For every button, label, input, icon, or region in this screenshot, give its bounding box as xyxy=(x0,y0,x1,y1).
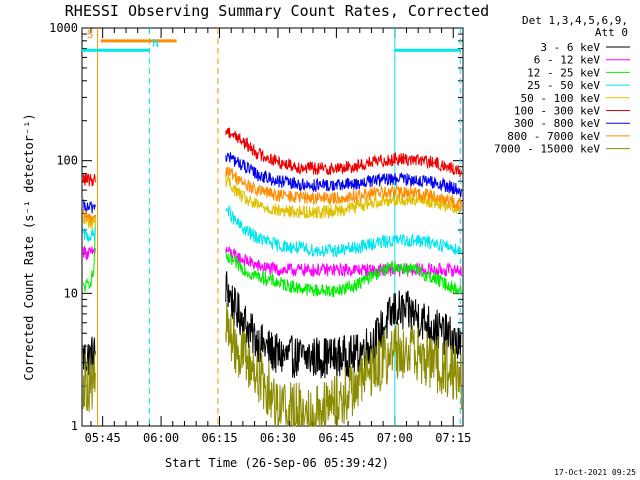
chart-title: RHESSI Observing Summary Count Rates, Co… xyxy=(65,2,489,20)
x-tick-label: 06:30 xyxy=(260,431,296,445)
x-tick-label: 06:45 xyxy=(318,431,354,445)
legend-entry-label: 6 - 12 keV xyxy=(534,54,601,67)
series-line xyxy=(82,198,96,214)
x-tick-label: 07:15 xyxy=(435,431,471,445)
legend-entry-label: 7000 - 15000 keV xyxy=(494,143,600,156)
x-tick-label: 06:00 xyxy=(143,431,179,445)
series-line xyxy=(82,210,96,224)
plot-frame xyxy=(81,27,464,427)
footer-timestamp: 17-Oct-2021 09:25 xyxy=(554,468,636,477)
series-line xyxy=(225,205,462,258)
x-tick-label: 05:45 xyxy=(85,431,121,445)
legend-entry-label: 100 - 300 keV xyxy=(514,105,600,118)
series-line xyxy=(225,251,462,298)
x-axis-label: Start Time (26-Sep-06 05:39:42) xyxy=(165,456,389,470)
legend-header: Att 0 xyxy=(595,26,628,39)
plot-area: 1 10 100 1000 05:45 06:00 06:15 06:30 06:45 07:00… xyxy=(49,21,471,445)
series-line xyxy=(225,302,462,428)
flag-label: N xyxy=(152,37,159,50)
y-tick-label: 10 xyxy=(64,286,78,300)
legend-entry-label: 12 - 25 keV xyxy=(527,66,600,79)
legend-entry-label: 800 - 7000 keV xyxy=(507,130,600,143)
legend-entry-label: 3 - 6 keV xyxy=(540,41,600,54)
legend-header: Det 1,3,4,5,6,9, xyxy=(522,14,628,27)
series-line xyxy=(225,166,462,212)
series-line xyxy=(82,173,96,187)
y-tick-label: 100 xyxy=(56,154,78,168)
series-line xyxy=(82,245,96,261)
y-tick-label: 1000 xyxy=(49,21,78,35)
legend-entry-label: 300 - 800 keV xyxy=(514,117,600,130)
legend-entry-label: 25 - 50 keV xyxy=(527,79,600,92)
series-line xyxy=(225,152,462,198)
y-tick-label: 1 xyxy=(71,419,78,433)
x-tick-label: 06:15 xyxy=(201,431,237,445)
series-line xyxy=(82,214,96,292)
flag-label: S xyxy=(87,28,94,41)
x-tick-label: 07:00 xyxy=(377,431,413,445)
series-line xyxy=(225,271,462,379)
y-axis-label: Corrected Count Rate (s⁻¹ detector⁻¹) xyxy=(22,113,36,380)
series-line xyxy=(82,353,96,412)
series-line xyxy=(225,246,462,278)
series-line xyxy=(225,127,462,178)
legend-entry-label: 50 - 100 keV xyxy=(521,92,601,105)
series-line xyxy=(82,227,96,242)
